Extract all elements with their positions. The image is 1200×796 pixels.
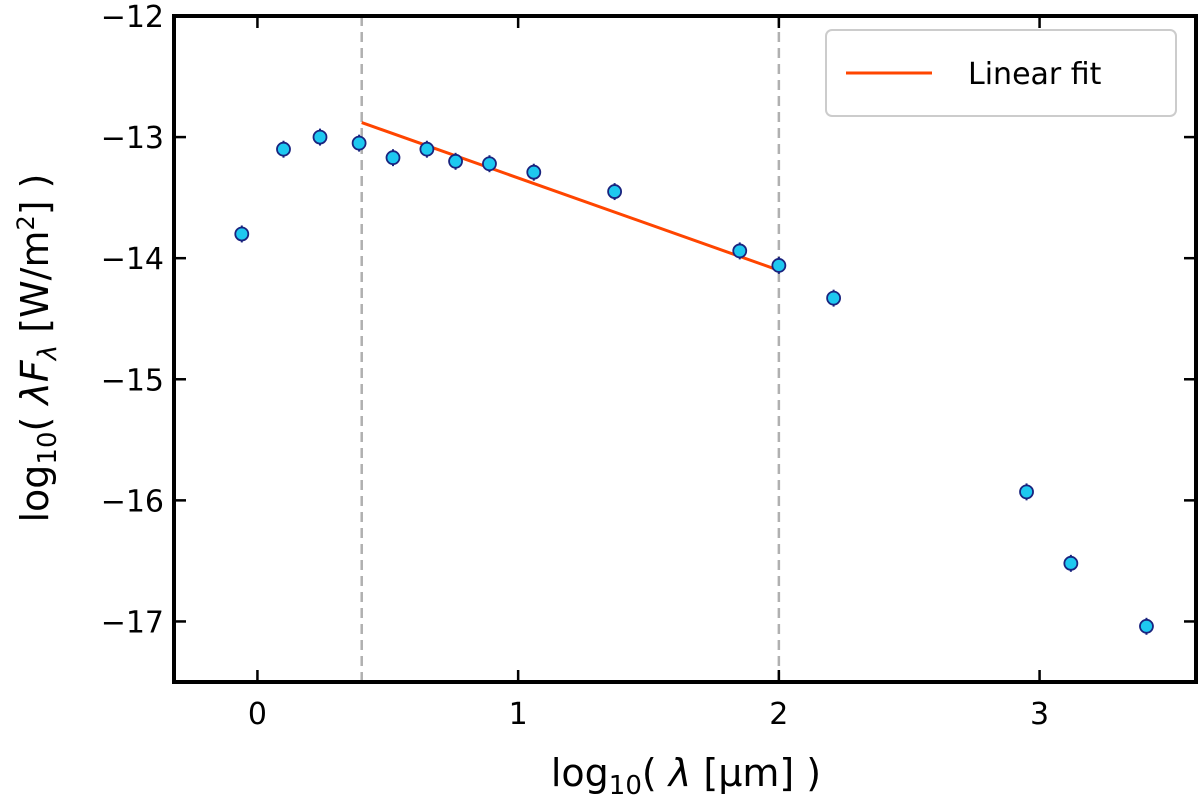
data-point-marker — [419, 141, 435, 157]
legend-fit-label: Linear fit — [968, 57, 1102, 92]
data-point-marker — [385, 150, 401, 166]
y-axis-label: log10( λFλ [W/m2] ) — [12, 174, 63, 523]
data-point — [312, 128, 328, 146]
x-axis-label: log10( λ [μm] ) — [551, 751, 821, 796]
data-point-marker — [732, 243, 748, 259]
y-tick-label: −16 — [101, 484, 164, 519]
data-point-marker — [607, 184, 623, 199]
x-tick-label: 0 — [248, 697, 267, 732]
x-tick-label: 2 — [769, 697, 788, 732]
data-point — [234, 225, 250, 243]
x-axis-ticks: 0 1 2 3 — [248, 16, 1049, 732]
data-point-marker — [771, 258, 787, 273]
data-point — [351, 134, 367, 152]
y-tick-label: −14 — [101, 242, 164, 277]
x-tick-label: 1 — [509, 697, 528, 732]
data-point — [448, 152, 463, 170]
y-tick-label: −12 — [101, 0, 164, 35]
y-tick-label: −13 — [101, 121, 164, 156]
data-point-marker — [1063, 555, 1079, 571]
data-point-marker — [526, 164, 542, 180]
data-point — [607, 183, 623, 201]
data-point-marker — [312, 129, 328, 145]
data-point — [1019, 483, 1034, 501]
data-point-marker — [482, 156, 497, 172]
data-point-marker — [826, 290, 842, 306]
y-axis-ticks: −12 −13 −14 −15 −16 −17 — [101, 0, 1196, 640]
data-point-marker — [234, 226, 250, 242]
data-point-marker — [276, 141, 291, 157]
y-tick-label: −15 — [101, 363, 164, 398]
data-point — [276, 140, 291, 158]
data-point — [1063, 554, 1079, 572]
reference-lines — [360, 16, 781, 682]
data-point — [732, 242, 748, 260]
data-point — [1139, 617, 1154, 635]
data-point-marker — [351, 135, 367, 151]
legend-box — [825, 29, 1177, 117]
data-point-marker — [1019, 484, 1034, 500]
data-point — [826, 289, 842, 307]
data-point — [482, 155, 497, 173]
data-point-marker — [448, 153, 463, 169]
data-points — [234, 128, 1154, 635]
y-tick-label: −17 — [101, 605, 164, 640]
data-point — [771, 256, 787, 274]
legend: Linear fit — [825, 29, 1177, 117]
data-point — [385, 149, 401, 167]
x-tick-label: 3 — [1030, 697, 1049, 732]
data-point-marker — [1139, 618, 1154, 634]
plot-frame — [172, 14, 1198, 684]
data-point — [526, 163, 542, 181]
data-point — [419, 140, 435, 158]
